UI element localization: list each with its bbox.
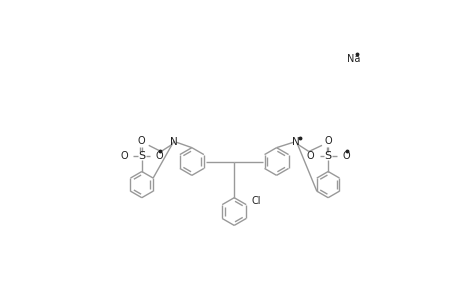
Text: N: N	[170, 137, 178, 147]
Text: O: O	[155, 151, 163, 161]
Text: O: O	[138, 136, 146, 146]
Text: S: S	[138, 151, 145, 161]
Text: Cl: Cl	[251, 196, 260, 206]
Text: O: O	[341, 151, 349, 161]
Text: N: N	[291, 137, 299, 147]
Text: O: O	[306, 151, 313, 161]
Text: S: S	[324, 151, 331, 161]
Text: O: O	[324, 136, 331, 146]
Text: O: O	[120, 151, 128, 161]
Text: Na: Na	[347, 54, 360, 64]
